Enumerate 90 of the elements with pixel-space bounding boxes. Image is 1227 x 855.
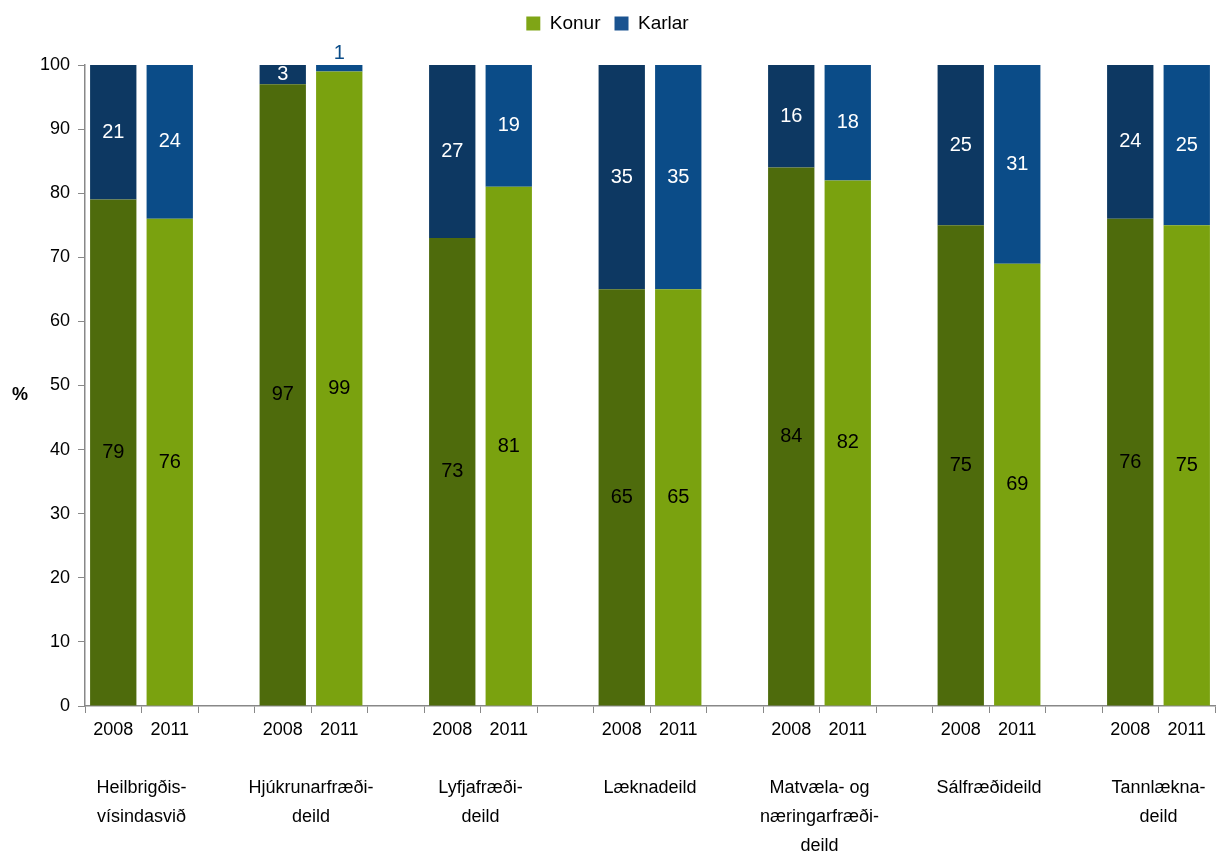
bar [1163, 225, 1210, 706]
bar [90, 199, 137, 706]
data-label: 24 [158, 129, 181, 152]
data-label: 84 [780, 424, 803, 447]
bar [1163, 65, 1210, 226]
bar [768, 167, 815, 706]
data-label: 76 [158, 449, 181, 472]
x-tick-label: 2011 [150, 718, 190, 739]
data-label: 3 [277, 62, 289, 85]
y-tick-label: 0 [59, 694, 70, 715]
data-label: 25 [949, 132, 972, 155]
data-label: 97 [271, 382, 294, 405]
y-tick-label: 100 [39, 53, 70, 74]
data-label: 99 [328, 375, 351, 398]
x-tick-label: 2011 [489, 718, 529, 739]
bar [824, 65, 871, 181]
data-label: 31 [1006, 151, 1029, 174]
data-label: 27 [441, 139, 464, 162]
data-label: 82 [836, 430, 859, 453]
y-tick-label: 60 [49, 310, 70, 331]
y-tick-label: 30 [49, 502, 70, 523]
data-label: 25 [1175, 132, 1198, 155]
data-label: 75 [1175, 452, 1198, 475]
y-tick-label: 90 [49, 118, 70, 139]
data-label: 19 [497, 113, 520, 136]
y-tick-label: 50 [49, 374, 70, 395]
text: Matvæla- og næringarfræði- deild [759, 776, 880, 855]
x-tick-label: 2011 [319, 718, 359, 739]
text: Læknadeild [603, 776, 697, 797]
data-label: 65 [667, 484, 690, 507]
bar [316, 65, 363, 72]
data-label: 65 [610, 484, 633, 507]
bar [485, 186, 532, 706]
data-label: 24 [1119, 129, 1142, 152]
data-label: 81 [497, 433, 520, 456]
bar [485, 65, 532, 187]
bar [429, 238, 476, 706]
text: Hjúkrunarfræði- deild [248, 776, 374, 826]
bar [824, 180, 871, 706]
bar [429, 65, 476, 239]
y-tick-label: 10 [49, 630, 70, 651]
data-label: 75 [949, 452, 972, 475]
data-label: 18 [836, 110, 859, 133]
bar [768, 65, 815, 168]
data-label: 73 [441, 459, 464, 482]
x-tick-label: 2008 [262, 718, 303, 739]
data-label: 76 [1119, 449, 1142, 472]
text: Lyfjafræði- deild [438, 776, 523, 826]
text: Heilbrigðis- vísindasvið [96, 776, 187, 826]
bar [90, 65, 137, 200]
bar [937, 65, 984, 226]
data-label: 35 [667, 164, 690, 187]
y-tick-label: 20 [49, 566, 70, 587]
y-axis-title: % [11, 384, 29, 405]
legend-label: Konur [549, 11, 602, 33]
bar [598, 289, 645, 706]
bar [146, 218, 193, 706]
bar [259, 84, 306, 706]
x-tick-label: 2008 [1110, 718, 1151, 739]
bar [994, 65, 1041, 264]
data-label: 35 [610, 164, 633, 187]
x-tick-label: 2008 [771, 718, 812, 739]
x-tick-label: 2011 [658, 718, 698, 739]
x-tick-label: 2011 [1167, 718, 1207, 739]
bar [655, 65, 702, 290]
y-tick-label: 70 [49, 246, 70, 267]
bar [146, 65, 193, 219]
data-label: 79 [102, 440, 125, 463]
bar [937, 225, 984, 706]
legend-label: Karlar [638, 11, 690, 33]
x-tick-label: 2011 [997, 718, 1037, 739]
x-tick-label: 2008 [601, 718, 642, 739]
y-tick-label: 80 [49, 182, 70, 203]
x-tick-label: 2008 [432, 718, 473, 739]
bar [1107, 218, 1154, 706]
x-tick-label: 2008 [93, 718, 134, 739]
text: Tannlækna- deild [1111, 776, 1206, 826]
data-label: 69 [1006, 472, 1029, 495]
bar [994, 263, 1041, 706]
bar [598, 65, 645, 290]
bar [1107, 65, 1154, 219]
data-label: 16 [780, 103, 803, 126]
x-tick-label: 2011 [828, 718, 868, 739]
text: Sálfræðideild [936, 776, 1042, 797]
bar [316, 71, 363, 706]
bar [655, 289, 702, 706]
data-label: 21 [102, 119, 125, 142]
data-label: 1 [333, 40, 345, 63]
y-tick-label: 40 [49, 438, 70, 459]
x-tick-label: 2008 [940, 718, 981, 739]
